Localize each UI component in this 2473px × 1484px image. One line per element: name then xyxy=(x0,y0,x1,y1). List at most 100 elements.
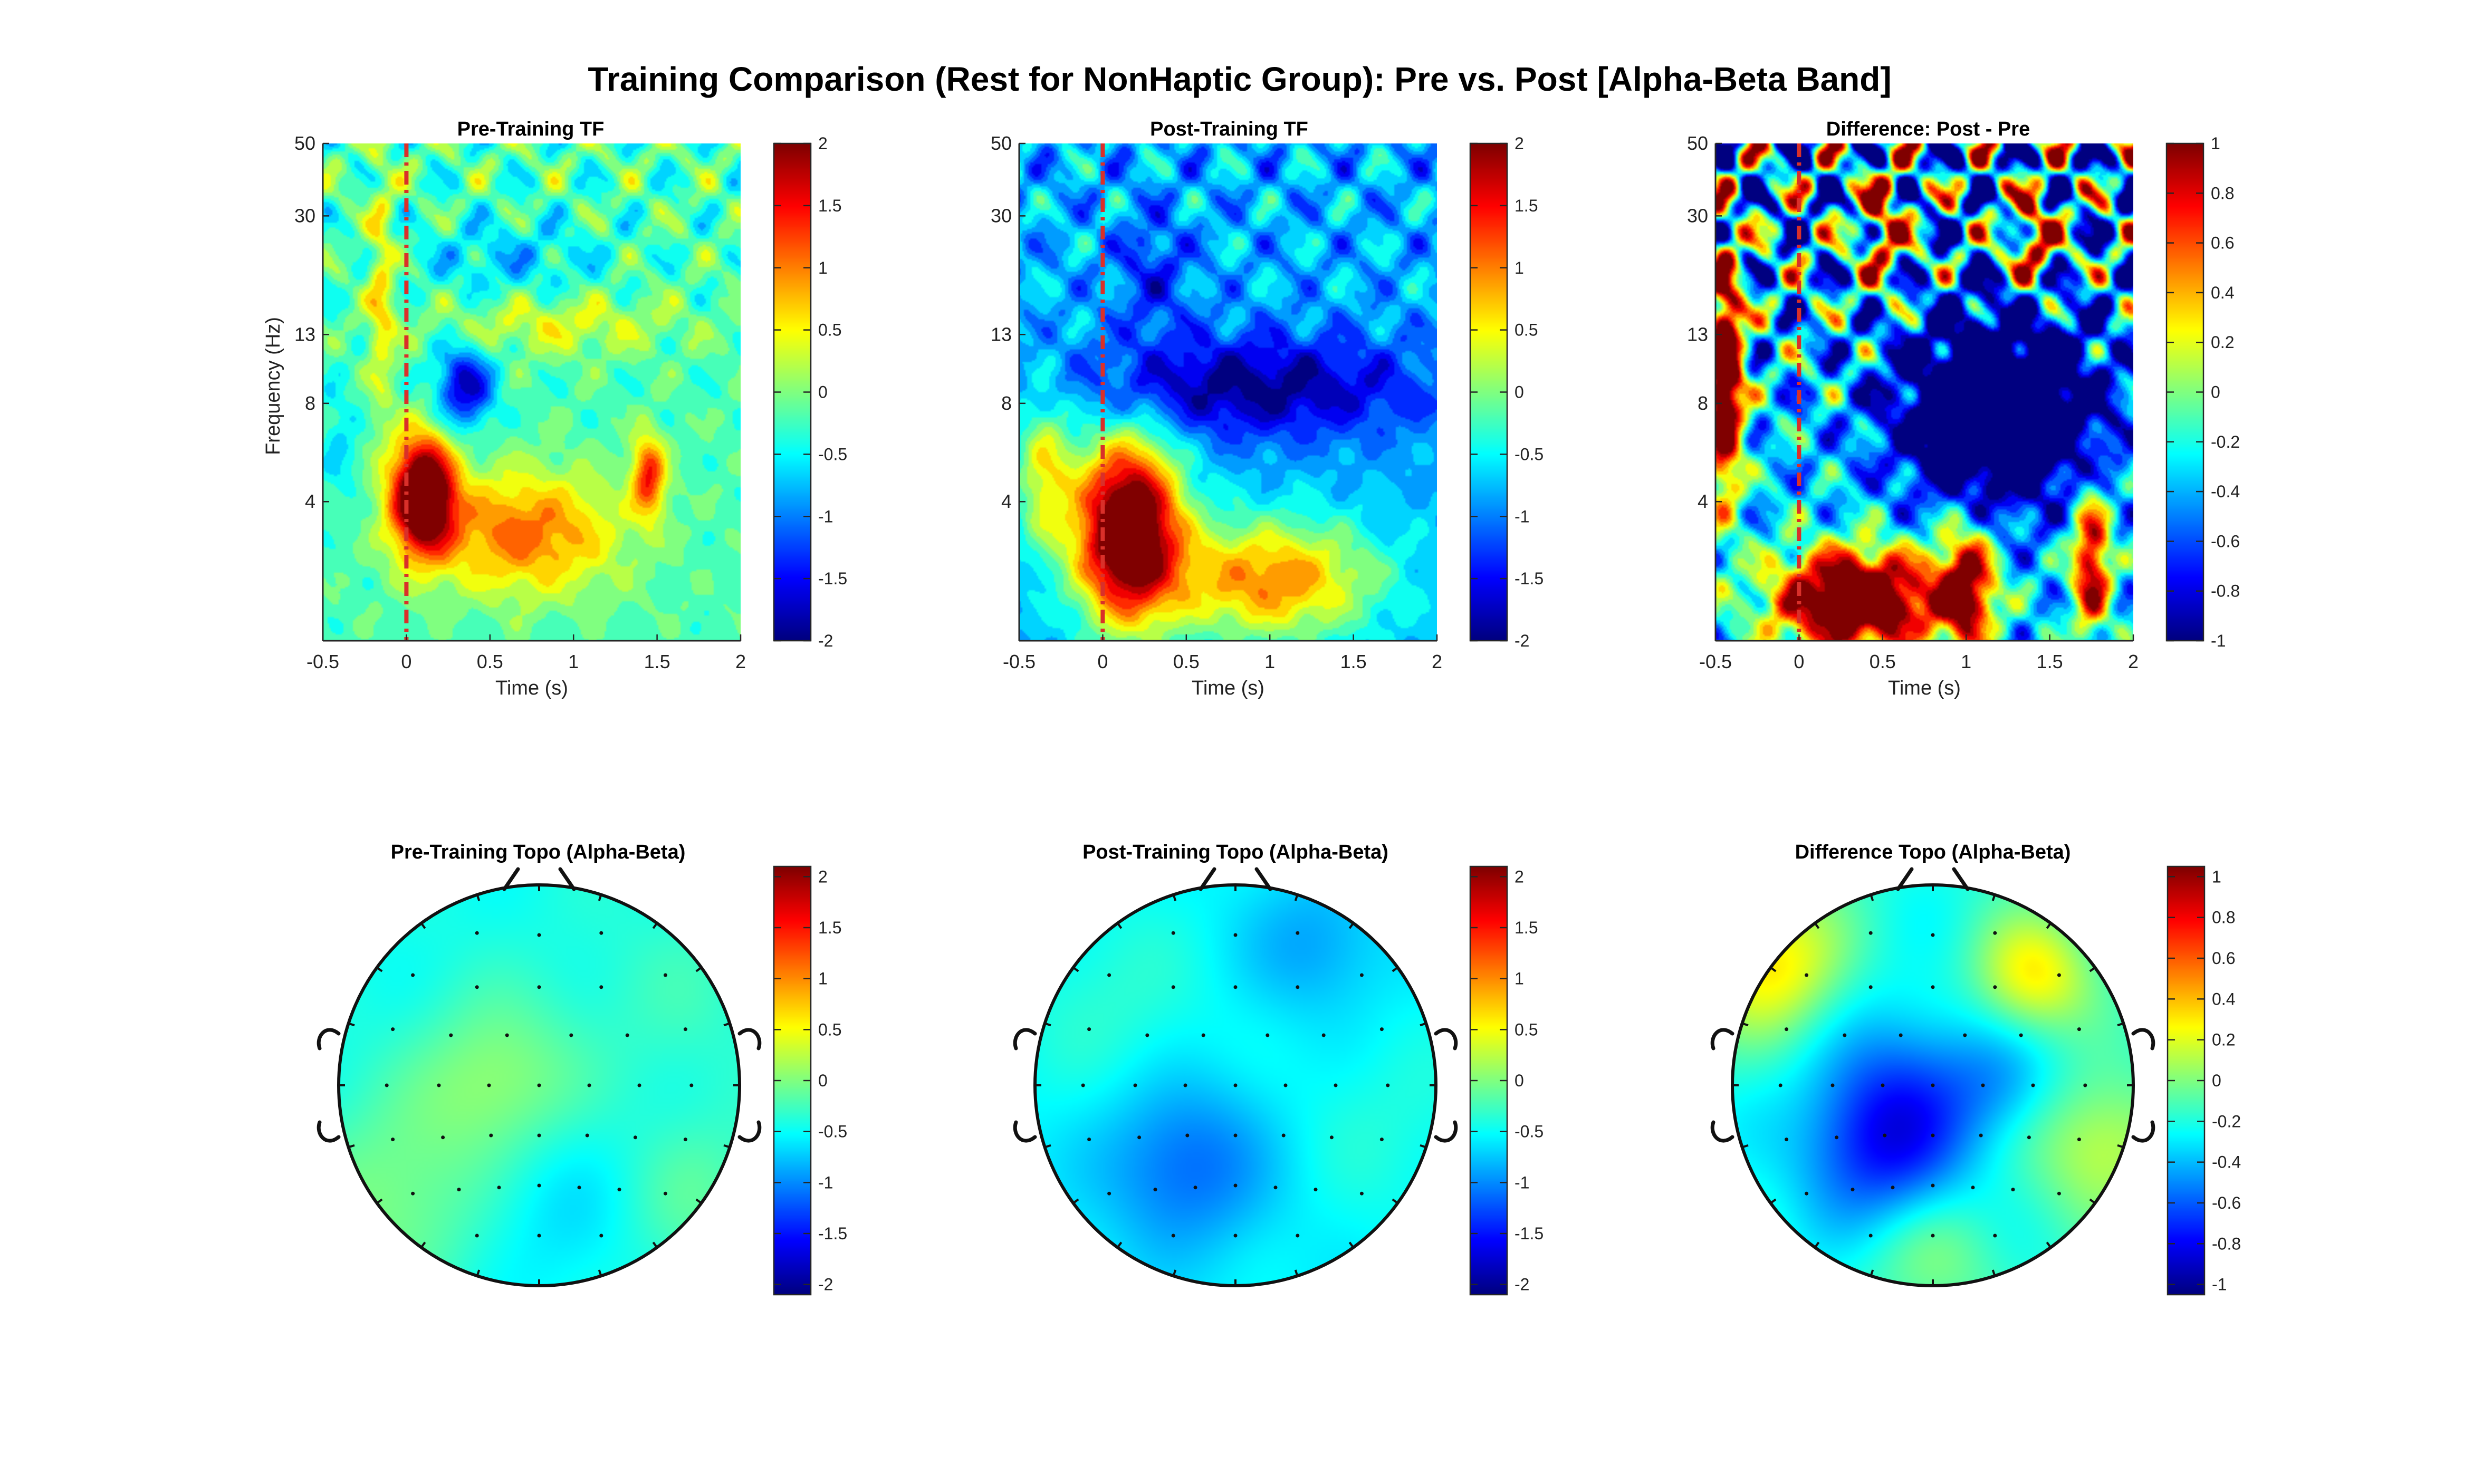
post-topo-electrode xyxy=(1087,1027,1091,1032)
post-topo-rim-tick xyxy=(1420,1022,1427,1027)
post-topo-colorbar-tick-label: 0.5 xyxy=(1515,1020,1538,1039)
pre-topo-electrode xyxy=(475,931,479,935)
pre-topo-rim-tick xyxy=(376,967,383,972)
pre-tf-colorbar-tick-label: -1 xyxy=(818,507,833,526)
diff-topo-map: -1 -0.8 -0.6 -0.4 -0.2 0 0.2 0.4 0.6 0.8 1 xyxy=(1710,865,2241,1296)
post-tf-colorbar-tick-label: 0 xyxy=(1515,383,1524,402)
pre-topo-electrode xyxy=(585,1133,589,1138)
diff-tf-y-tick-label: 50 xyxy=(1687,132,1708,154)
diff-topo-electrode xyxy=(2083,1083,2087,1087)
post-tf-colorbar-tick-label: 0.5 xyxy=(1515,321,1538,340)
panel-post-tf: Post-Training TF -0.5 0 0.5 1 1.5 2 4 8 13 30 50 Ti… xyxy=(991,118,1544,699)
diff-topo-electrode xyxy=(1883,1133,1887,1138)
post-topo-electrode xyxy=(1379,1138,1384,1142)
pre-topo-electrode xyxy=(663,973,667,977)
panel-pre-tf: Pre-Training TF -0.5 0 0.5 1 1.5 2 4 8 13 30 50 Tim… xyxy=(262,118,847,699)
pre-tf-y-tick-label: 13 xyxy=(294,323,315,345)
post-topo-rim-tick xyxy=(1420,1144,1427,1149)
pre-tf-colorbar-tick-label: 1.5 xyxy=(818,196,841,215)
pre-tf-x-tick-label: -0.5 xyxy=(306,651,339,672)
post-tf-colorbar-tick-label: -1 xyxy=(1515,507,1529,526)
diff-topo-electrode xyxy=(1835,1135,1839,1140)
diff-topo-electrode xyxy=(1843,1033,1847,1037)
pre-tf-colorbar-tick-label: 0 xyxy=(818,383,828,402)
diff-topo-electrode xyxy=(1899,1033,1903,1037)
post-topo-electrode xyxy=(1321,1033,1326,1037)
diff-tf-x-tick-label: 0.5 xyxy=(1870,651,1896,672)
post-topo-colorbar-tick-label: 1 xyxy=(1515,969,1524,988)
diff-topo-rim-tick xyxy=(2046,922,2052,929)
pre-topo-colorbar-tick-label: 0.5 xyxy=(818,1020,841,1039)
post-topo-colorbar-tick-label: 2 xyxy=(1515,867,1524,886)
post-topo-colorbar-tick-label: -1 xyxy=(1515,1173,1529,1192)
post-topo-electrode xyxy=(1233,1083,1238,1087)
pre-topo-electrode xyxy=(497,1186,501,1190)
pre-topo-rim-tick xyxy=(420,1241,426,1248)
post-topo-rim-tick xyxy=(1348,1241,1354,1248)
post-tf-colorbar-tick-label: 1 xyxy=(1515,258,1524,277)
diff-topo-electrode xyxy=(1785,1138,1789,1142)
diff-topo-electrode xyxy=(2031,1083,2035,1087)
pre-tf-y-tick-label: 30 xyxy=(294,205,315,226)
pre-topo-colorbar-tick-label: 1.5 xyxy=(818,918,841,937)
pre-topo-rim-tick xyxy=(723,1022,731,1027)
pre-topo-electrode xyxy=(475,985,479,989)
diff-topo-electrode xyxy=(1963,1033,1967,1037)
pre-topo-map: -2 -1.5 -1 -0.5 0 0.5 1 1.5 2 xyxy=(317,865,847,1296)
diff-topo-electrode xyxy=(1931,1234,1935,1238)
post-topo-colorbar-tick-label: -1.5 xyxy=(1515,1224,1544,1243)
diff-topo-colorbar-tick-label: 0.8 xyxy=(2212,908,2235,927)
pre-topo-electrode xyxy=(411,1191,415,1196)
pre-topo-colorbar-tick-label: -2 xyxy=(818,1275,833,1294)
pre-topo-electrode xyxy=(569,1033,573,1037)
diff-topo-right-ear xyxy=(2131,1028,2155,1143)
pre-topo-electrode xyxy=(457,1188,461,1192)
pre-topo-rim-tick xyxy=(652,922,658,929)
post-topo-rim-tick xyxy=(1294,894,1299,901)
pre-topo-electrode xyxy=(537,1083,541,1087)
post-tf-x-tick-label: 2 xyxy=(1432,651,1442,672)
post-tf-y-tick-label: 30 xyxy=(991,205,1012,226)
post-tf-colorbar-tick-label: 1.5 xyxy=(1515,196,1538,215)
diff-tf-colorbar-tick-label: 0 xyxy=(2211,383,2220,402)
post-tf-colorbar-tick-label: -2 xyxy=(1515,631,1529,650)
diff-tf-x-tick-label: 0 xyxy=(1794,651,1804,672)
post-topo-rim-tick xyxy=(1392,967,1398,972)
pre-topo-left-ear xyxy=(317,1028,341,1143)
pre-tf-colorbar-tick-label: 1 xyxy=(818,258,828,277)
panel-post-topo: Post-Training Topo (Alpha-Beta) -2 -1.5 -1… xyxy=(1013,841,1544,1296)
diff-topo-rim-tick xyxy=(1814,922,1820,929)
pre-topo-electrode xyxy=(537,1183,541,1188)
diff-topo-colorbar-tick-label: -0.8 xyxy=(2212,1234,2241,1253)
post-topo-rim-tick xyxy=(1072,1198,1079,1204)
post-topo-electrode xyxy=(1185,1133,1190,1138)
pre-topo-rim-tick xyxy=(598,894,602,901)
pre-topo-electrode xyxy=(411,973,415,977)
post-tf-x-tick-label: 0.5 xyxy=(1173,651,1200,672)
post-topo-electrode xyxy=(1133,1083,1137,1087)
post-tf-x-tick-label: 0 xyxy=(1097,651,1108,672)
diff-topo-electrode xyxy=(2057,1191,2061,1196)
pre-tf-xlabel: Time (s) xyxy=(495,677,568,699)
pre-topo-electrode xyxy=(663,1191,667,1196)
diff-topo-rim-tick xyxy=(1991,894,1996,901)
post-topo-rim-tick xyxy=(1172,894,1177,901)
diff-topo-electrode xyxy=(1931,985,1935,989)
pre-topo-rim-tick xyxy=(598,1269,602,1277)
post-topo-rim-tick xyxy=(1044,1022,1051,1027)
diff-topo-colorbar-tick-label: -0.6 xyxy=(2212,1193,2241,1212)
diff-topo-rim-tick xyxy=(2089,1198,2096,1204)
diff-topo-colorbar-tick-label: -0.4 xyxy=(2212,1153,2241,1172)
pre-tf-colorbar-tick-label: -2 xyxy=(818,631,833,650)
post-topo-rim-tick xyxy=(1348,922,1354,929)
diff-topo-electrode xyxy=(1993,1234,1997,1238)
pre-tf-ylabel: Frequency (Hz) xyxy=(262,317,284,455)
pre-tf-y-tick-label: 4 xyxy=(305,490,315,512)
diff-topo-electrode xyxy=(1993,985,1997,989)
post-topo-electrode xyxy=(1329,1135,1334,1140)
pre-topo-rim-tick xyxy=(723,1144,731,1149)
pre-topo-rim-tick xyxy=(652,1241,658,1248)
pre-topo-electrode xyxy=(489,1133,493,1138)
pre-topo-electrode xyxy=(637,1083,641,1087)
